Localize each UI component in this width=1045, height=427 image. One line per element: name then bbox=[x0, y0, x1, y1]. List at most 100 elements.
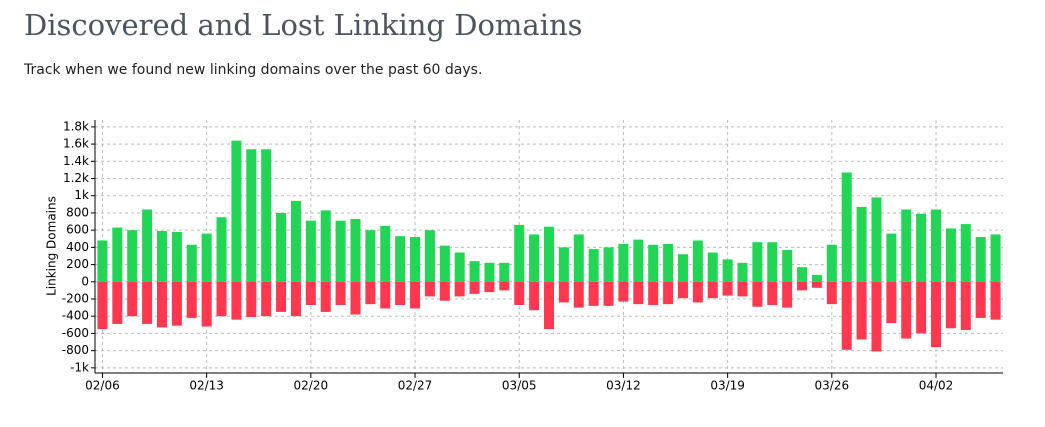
x-tick-label: 02/27 bbox=[398, 379, 433, 393]
bar bbox=[410, 281, 421, 309]
bar bbox=[990, 281, 1001, 320]
bar bbox=[901, 209, 912, 282]
bar bbox=[677, 281, 688, 299]
bar bbox=[886, 281, 897, 324]
bar bbox=[186, 281, 197, 318]
bar bbox=[127, 230, 138, 282]
bar bbox=[424, 230, 435, 282]
bar bbox=[454, 281, 465, 297]
bar bbox=[276, 212, 287, 282]
bar bbox=[886, 233, 897, 282]
bar bbox=[841, 281, 852, 350]
bar bbox=[142, 281, 153, 324]
bar bbox=[707, 281, 718, 299]
bar bbox=[112, 227, 123, 282]
bar bbox=[558, 281, 569, 303]
bar bbox=[692, 281, 703, 303]
bar bbox=[767, 242, 778, 282]
bar bbox=[216, 217, 227, 282]
bar bbox=[514, 281, 525, 306]
bar bbox=[469, 261, 480, 282]
bar bbox=[945, 281, 956, 329]
bar bbox=[692, 240, 703, 282]
bar bbox=[752, 242, 763, 282]
bar bbox=[320, 210, 331, 282]
bar bbox=[112, 281, 123, 324]
bar bbox=[663, 243, 674, 282]
bar bbox=[231, 281, 242, 320]
bar bbox=[380, 281, 391, 309]
y-tick-label: -200 bbox=[62, 291, 89, 305]
bar bbox=[648, 281, 659, 306]
y-tick-label: 1.4k bbox=[63, 154, 89, 168]
x-tick-label: 02/13 bbox=[189, 379, 224, 393]
bar bbox=[782, 249, 793, 282]
y-tick-label: 1k bbox=[74, 188, 89, 202]
bar bbox=[529, 234, 540, 282]
bar bbox=[826, 281, 837, 305]
bar bbox=[633, 281, 644, 305]
y-axis-label: Linking Domains bbox=[45, 196, 59, 296]
y-tick-label: 1.6k bbox=[63, 137, 89, 151]
bar bbox=[544, 281, 554, 330]
bar bbox=[573, 281, 584, 308]
y-tick-label: 0 bbox=[81, 274, 89, 288]
bar bbox=[216, 281, 227, 317]
bar bbox=[856, 281, 867, 340]
bar bbox=[127, 281, 138, 317]
bar bbox=[335, 281, 346, 306]
bar bbox=[871, 197, 882, 282]
bar bbox=[439, 281, 450, 301]
bar bbox=[782, 281, 793, 308]
bar bbox=[454, 252, 465, 282]
bar bbox=[350, 281, 361, 315]
bar bbox=[931, 209, 942, 282]
bar bbox=[737, 281, 748, 297]
bar bbox=[901, 281, 912, 339]
x-tick-label: 03/05 bbox=[502, 379, 537, 393]
bar bbox=[335, 220, 346, 282]
y-tick-label: 200 bbox=[66, 257, 89, 271]
bar bbox=[320, 281, 331, 312]
bar bbox=[469, 281, 480, 294]
bar bbox=[350, 218, 361, 282]
bar bbox=[916, 213, 927, 282]
bar bbox=[261, 281, 272, 317]
y-tick-label: 800 bbox=[66, 205, 89, 219]
bar bbox=[380, 225, 391, 282]
x-tick-label: 03/12 bbox=[606, 379, 641, 393]
bar bbox=[484, 262, 495, 282]
bar bbox=[156, 281, 167, 328]
x-tick-label: 03/19 bbox=[710, 379, 745, 393]
bar bbox=[975, 237, 986, 282]
bar bbox=[990, 234, 1001, 282]
bar bbox=[499, 262, 510, 282]
bar bbox=[960, 281, 971, 330]
y-tick-label: 1.8k bbox=[63, 119, 89, 133]
bar bbox=[439, 245, 450, 282]
bar bbox=[290, 281, 301, 317]
bar bbox=[365, 281, 376, 305]
bar bbox=[648, 244, 659, 282]
y-tick-label: -1k bbox=[70, 360, 89, 374]
bar bbox=[707, 252, 718, 282]
x-tick-label: 02/20 bbox=[294, 379, 329, 393]
bar bbox=[246, 149, 257, 282]
bar bbox=[603, 281, 614, 306]
x-tick-label: 03/26 bbox=[815, 379, 850, 393]
bar bbox=[365, 230, 376, 282]
bar bbox=[722, 281, 733, 296]
bar bbox=[931, 281, 942, 348]
bar bbox=[231, 140, 242, 282]
bar bbox=[276, 281, 287, 312]
bar bbox=[811, 281, 822, 288]
bar bbox=[544, 226, 554, 282]
bar bbox=[811, 274, 822, 282]
bar bbox=[484, 281, 495, 293]
y-tick-label: -600 bbox=[62, 326, 89, 340]
title: Discovered and Lost Linking Domains bbox=[24, 8, 583, 42]
bar bbox=[499, 281, 510, 291]
bar bbox=[677, 254, 688, 282]
bar bbox=[142, 209, 153, 282]
